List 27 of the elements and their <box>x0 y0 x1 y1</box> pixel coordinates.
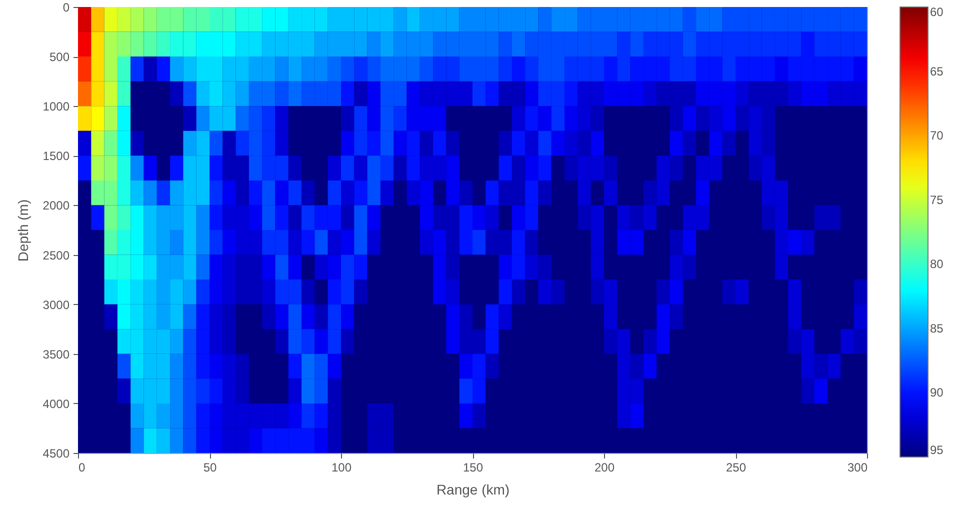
y-tick-label: 1500 <box>42 149 70 164</box>
y-tick-label: 3500 <box>42 347 70 362</box>
y-tick-label: 0 <box>62 0 70 14</box>
x-tick-label: 50 <box>203 460 217 474</box>
color-bar-label: 75 <box>930 192 944 207</box>
color-bar-label: 90 <box>930 386 944 400</box>
x-tick-label: 0 <box>78 460 86 474</box>
y-tick-label: 2000 <box>42 198 70 213</box>
x-tick-label: 200 <box>594 460 615 474</box>
color-bar-label: 70 <box>930 128 944 143</box>
color-bar-label: 65 <box>930 64 944 78</box>
x-tick-label: 150 <box>462 460 484 474</box>
y-axis-title: Depth (m) <box>14 199 31 262</box>
x-tick-label: 300 <box>847 460 868 474</box>
y-tick-label: 4000 <box>42 396 70 411</box>
x-axis-title: Range (km) <box>436 482 510 498</box>
color-bar-label: 60 <box>930 5 944 19</box>
y-tick-label: 500 <box>49 50 70 64</box>
y-tick-label: 3000 <box>42 298 70 312</box>
color-bar-label: 80 <box>930 257 944 272</box>
x-tick-label: 100 <box>331 460 352 474</box>
x-tick-label: 250 <box>726 460 746 474</box>
color-bar-label: 95 <box>930 443 944 457</box>
y-tick-label: 2500 <box>42 248 70 262</box>
y-tick-label: 1000 <box>42 100 70 114</box>
color-bar-label: 85 <box>930 321 944 336</box>
y-tick-label: 4500 <box>42 446 70 460</box>
